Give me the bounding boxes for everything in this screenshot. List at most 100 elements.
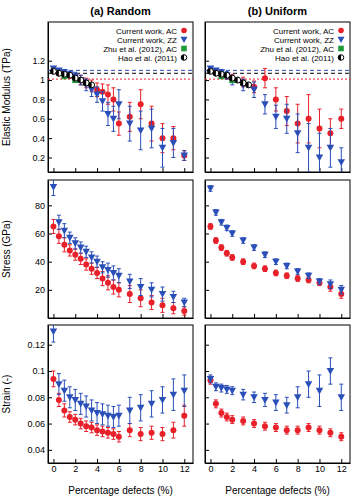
data-point — [83, 423, 89, 429]
error-bar — [62, 238, 66, 252]
series — [207, 68, 251, 88]
y-tick-mark — [205, 119, 209, 120]
x-tick: 6 — [117, 459, 122, 474]
x-tick-mark — [210, 168, 211, 172]
marker-half — [246, 82, 249, 88]
data-point — [137, 127, 145, 134]
data-point — [170, 140, 178, 147]
y-tick-mark — [205, 424, 209, 425]
error-bar — [263, 266, 267, 272]
data-point — [316, 125, 322, 131]
legend-marker — [338, 55, 344, 61]
data-point — [89, 82, 95, 88]
data-point — [105, 92, 111, 98]
data-point — [110, 284, 116, 290]
error-bar — [117, 283, 121, 297]
error-bar — [51, 371, 55, 387]
y-tick — [205, 119, 209, 120]
x-tick — [254, 168, 255, 172]
y-tick-mark — [48, 99, 52, 100]
x-tick: 10 — [158, 459, 168, 474]
x-tick — [141, 314, 142, 318]
error-bar — [73, 414, 77, 425]
x-tick — [53, 168, 54, 172]
panel: 0.20.40.60.811.2 — [32, 22, 193, 173]
data-point — [261, 252, 269, 259]
data-point — [181, 153, 189, 160]
data-point — [250, 394, 258, 401]
x-tick-mark — [97, 168, 98, 172]
data-point — [327, 368, 335, 375]
y-axis: 0.20.40.60.811.2 — [32, 23, 52, 173]
error-bar — [84, 79, 88, 91]
data-point — [273, 96, 279, 102]
x-tick-mark — [141, 314, 142, 318]
x-tick — [75, 168, 76, 172]
y-tick-mark — [205, 157, 209, 158]
error-bar — [230, 74, 234, 82]
x-tick-label: 2 — [73, 464, 78, 474]
y-tick: 1.2 — [32, 56, 52, 66]
x-tick-mark — [276, 459, 277, 463]
y-tick — [205, 290, 209, 291]
y-tick: 0.6 — [32, 114, 52, 124]
y-tick-mark — [205, 80, 209, 81]
data-point — [110, 414, 118, 421]
data-point — [126, 407, 134, 414]
data-point — [262, 423, 268, 429]
x-tick-label: 2 — [230, 464, 235, 474]
data-point — [110, 116, 118, 123]
x-tick-label: 8 — [139, 464, 144, 474]
y-axis — [205, 23, 209, 173]
x-tick: 0 — [208, 459, 213, 474]
data-point — [99, 98, 107, 105]
data-point — [284, 427, 290, 433]
panel: 024681012 — [205, 325, 351, 474]
y-tick-label: 80 — [35, 201, 45, 211]
data-point — [55, 381, 63, 388]
data-point — [207, 223, 213, 229]
data-point — [138, 431, 144, 437]
marker-half — [89, 82, 92, 88]
y-axis-title: Elastic Modulus (TPa) — [1, 48, 12, 146]
series — [207, 358, 345, 413]
data-point — [115, 101, 123, 108]
data-point — [251, 263, 257, 269]
data-point — [61, 242, 67, 248]
data-point — [104, 413, 112, 420]
series — [207, 65, 345, 172]
figure: 0.20.40.60.811.2(a) RandomElastic Modulu… — [0, 0, 362, 500]
x-tick-mark — [119, 314, 120, 318]
data-point — [224, 414, 230, 420]
x-tick-mark — [298, 459, 299, 463]
data-point — [127, 291, 133, 297]
marker-outline — [89, 82, 95, 88]
data-point — [327, 281, 335, 288]
plot-marks — [207, 185, 345, 298]
error-bar — [241, 79, 245, 91]
error-bar — [252, 420, 256, 428]
error-bar — [79, 75, 83, 85]
x-tick — [53, 314, 54, 318]
data-point — [246, 82, 252, 88]
x-tick — [162, 314, 163, 318]
y-tick-mark — [48, 234, 52, 235]
data-point — [127, 427, 133, 433]
plot-marks — [205, 65, 350, 172]
x-tick-mark — [276, 168, 277, 172]
data-point — [93, 410, 101, 417]
data-point — [212, 209, 220, 216]
y-tick-mark — [205, 397, 209, 398]
series — [207, 67, 344, 147]
marker-outline — [246, 82, 252, 88]
y-tick-label: 1 — [40, 75, 45, 85]
y-tick-mark — [205, 61, 209, 62]
data-point — [83, 261, 89, 267]
error-bar — [241, 417, 245, 425]
data-point — [50, 223, 56, 229]
error-bar — [241, 259, 245, 265]
error-bar — [274, 424, 278, 432]
x-tick — [162, 168, 163, 172]
x-tick-mark — [184, 168, 185, 172]
data-point — [105, 430, 111, 436]
